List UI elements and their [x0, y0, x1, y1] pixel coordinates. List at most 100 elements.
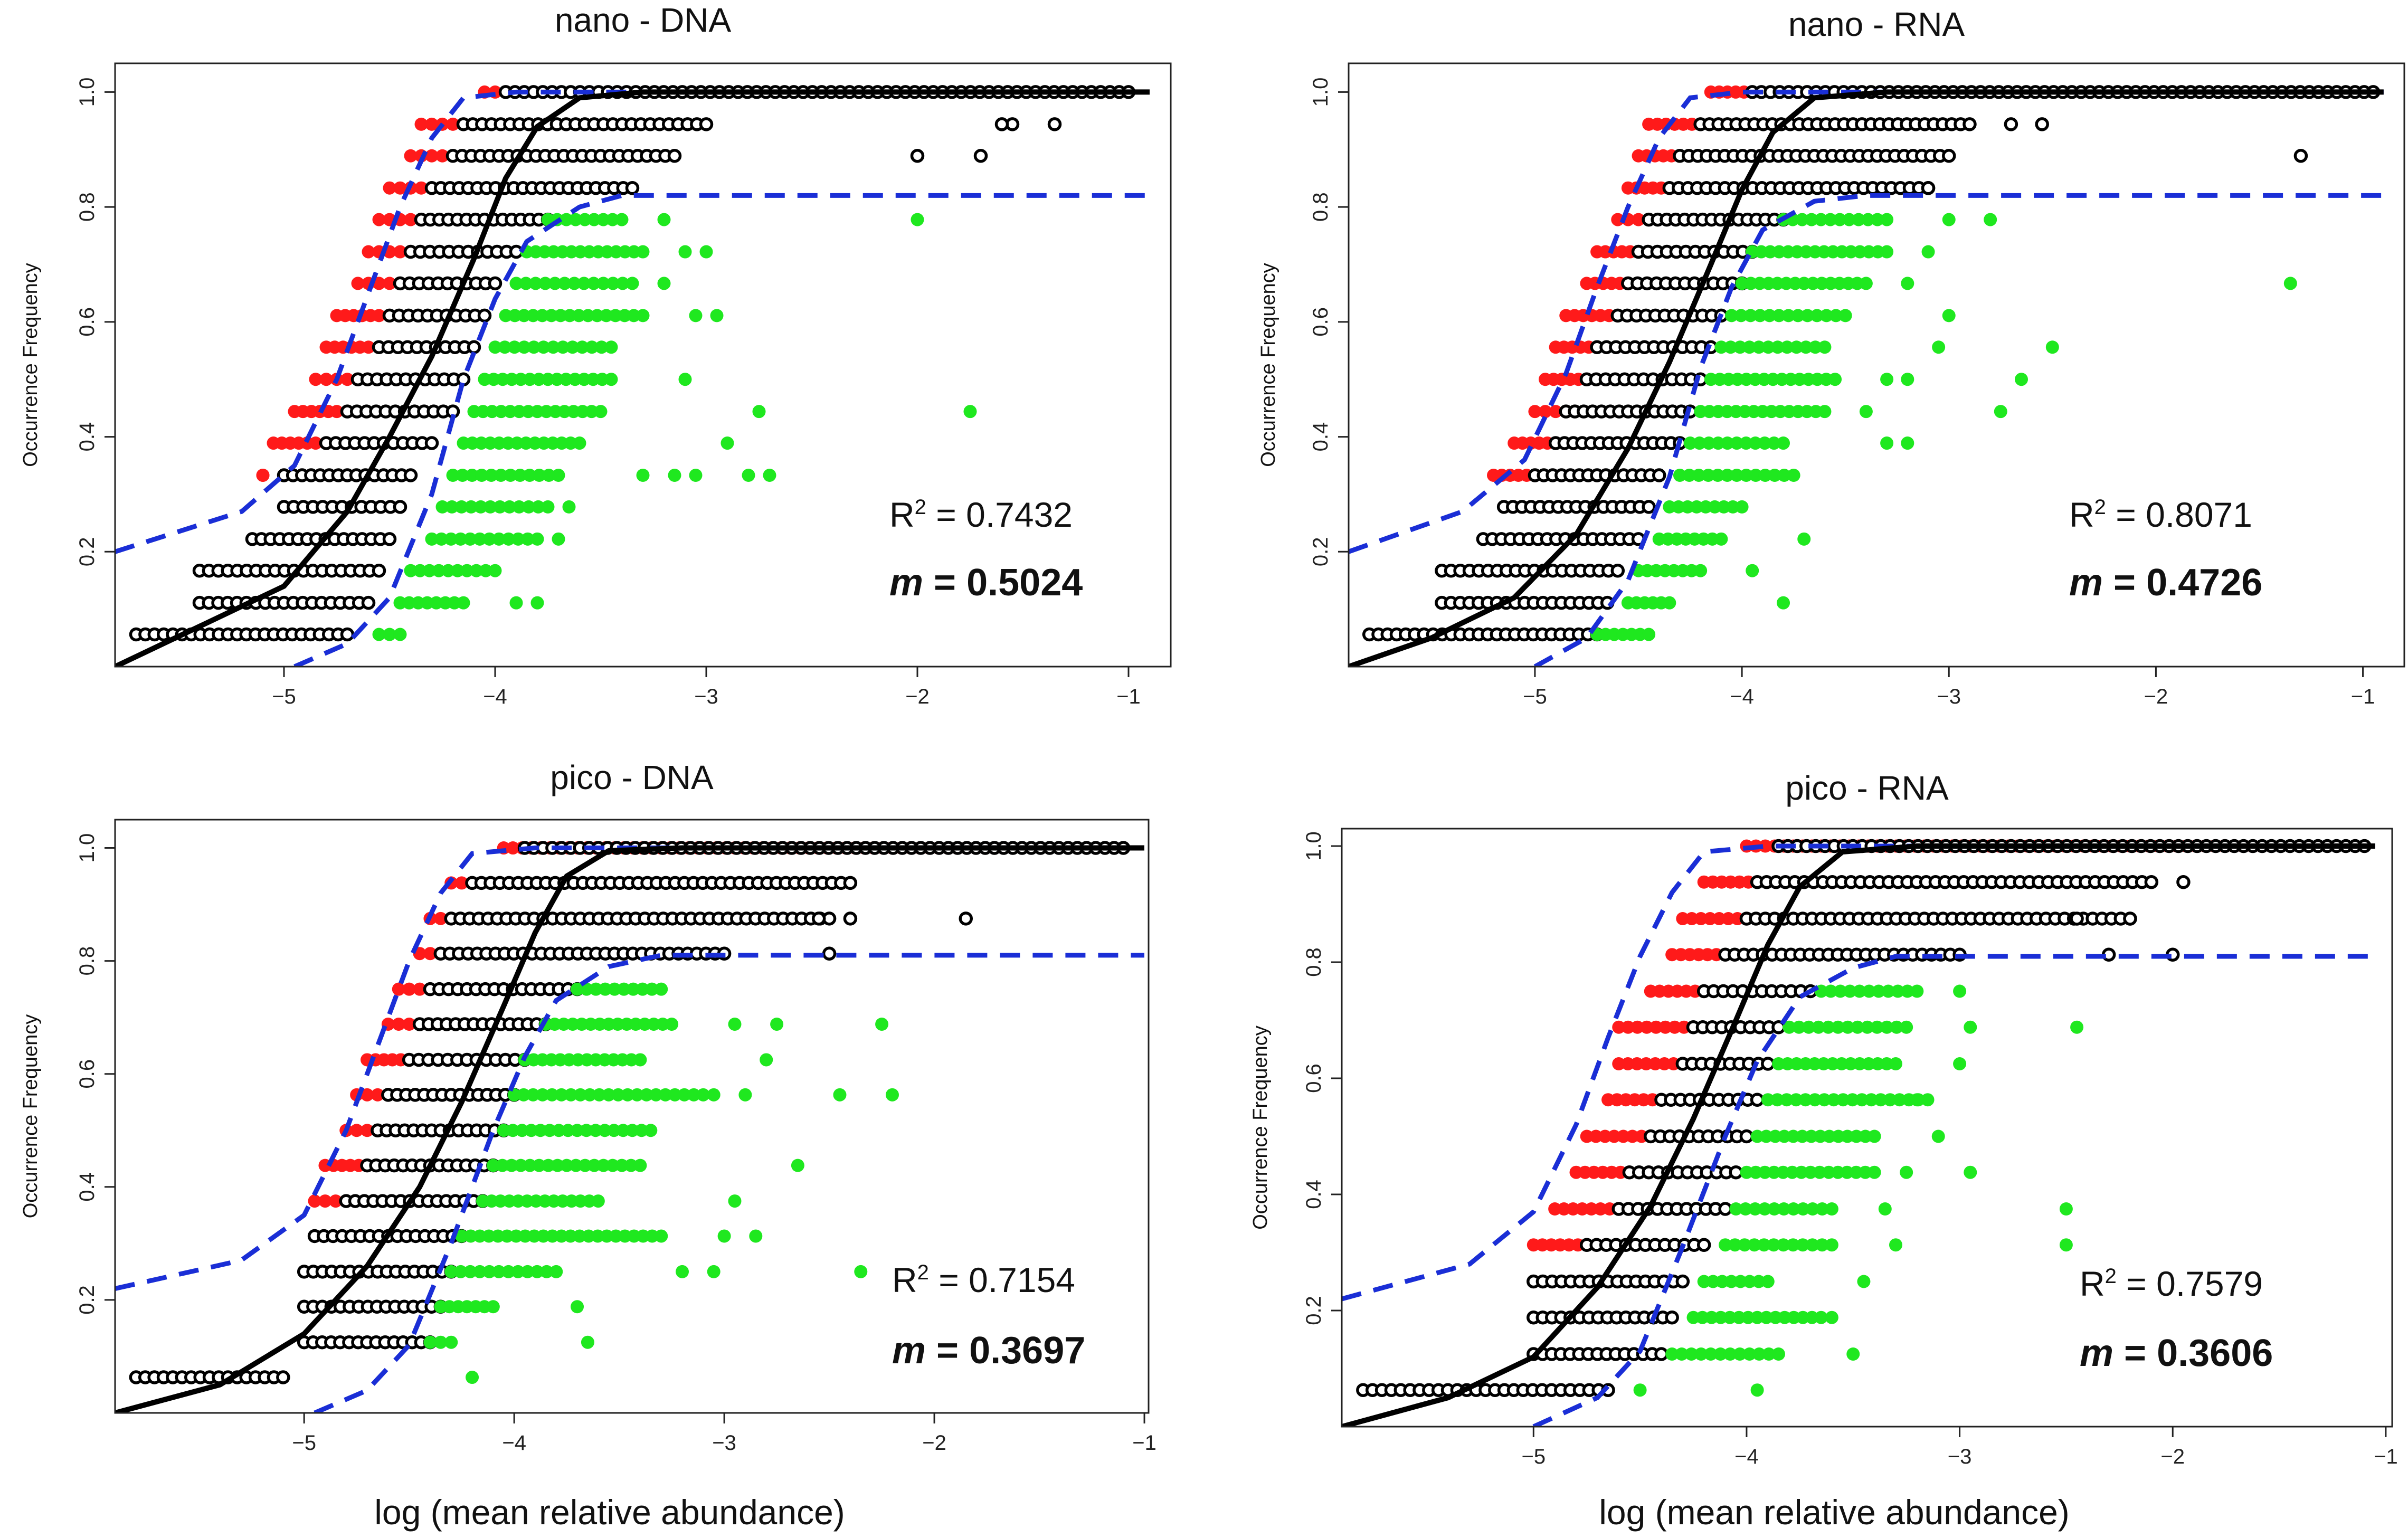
point-below	[557, 405, 571, 419]
point-above	[1548, 1202, 1562, 1216]
point-below	[515, 1124, 529, 1137]
y-tick-label: 0.8	[75, 946, 99, 976]
point-above	[1621, 1057, 1635, 1070]
point-below	[1714, 1311, 1728, 1324]
point-below	[1750, 1311, 1764, 1324]
point-within	[424, 436, 439, 450]
point-below	[444, 1265, 458, 1278]
point-above	[361, 1124, 374, 1137]
point-below	[1776, 1165, 1790, 1179]
neutral-fit-curve	[1342, 843, 2375, 1427]
point-within	[1761, 1057, 1775, 1071]
point-below	[393, 596, 407, 610]
point-below	[1817, 1093, 1831, 1107]
y-tick-label: 0.2	[1309, 537, 1332, 566]
point-below	[1883, 1093, 1897, 1107]
point-below	[580, 1124, 593, 1137]
point-within	[2293, 149, 2308, 163]
point-below	[576, 405, 590, 419]
point-below	[485, 405, 499, 419]
point-below	[550, 373, 564, 386]
point-above	[1549, 405, 1562, 419]
point-below	[596, 1159, 610, 1172]
point-below	[460, 564, 474, 577]
point-below	[484, 500, 497, 514]
point-below	[583, 1088, 596, 1102]
point-above	[414, 117, 428, 131]
point-below	[659, 1088, 672, 1102]
point-below	[1825, 1202, 1838, 1216]
point-above	[1703, 912, 1717, 925]
point-below	[604, 340, 618, 354]
point-within	[361, 595, 376, 610]
point-below	[1714, 340, 1728, 354]
point-below	[466, 1371, 479, 1384]
r-superscript: 2	[915, 496, 926, 519]
point-below	[1842, 213, 1856, 226]
point-below	[1730, 469, 1743, 482]
point-below	[2059, 1202, 2073, 1216]
point-below	[1694, 1347, 1708, 1361]
point-below	[1633, 1383, 1647, 1397]
point-above	[425, 117, 439, 131]
ci-upper-curve	[115, 89, 1150, 554]
point-below	[1795, 213, 1809, 226]
x-tick-label: −2	[905, 685, 930, 708]
point-above	[1589, 1129, 1603, 1143]
point-below	[687, 1088, 700, 1102]
point-below	[585, 405, 599, 419]
point-below	[551, 1159, 564, 1172]
point-below	[640, 1088, 653, 1102]
point-below	[885, 1088, 899, 1102]
point-below	[1741, 1311, 1755, 1324]
point-below	[1824, 213, 1837, 226]
point-below	[689, 309, 703, 322]
point-above	[1612, 1020, 1626, 1034]
point-below	[1778, 1311, 1791, 1324]
point-below	[1758, 1202, 1771, 1216]
point-below	[513, 469, 527, 482]
r-superscript: 2	[917, 1261, 929, 1284]
point-below	[1749, 1165, 1762, 1179]
point-below	[1825, 1311, 1838, 1324]
y-axis-title: Occurrence Frequency	[1257, 263, 1279, 467]
point-below	[1861, 213, 1875, 226]
point-below	[1761, 1093, 1775, 1107]
point-below	[1719, 1238, 1732, 1252]
point-within	[625, 181, 640, 195]
point-below	[1675, 1347, 1689, 1361]
point-below	[479, 564, 492, 577]
point-below	[1724, 340, 1738, 354]
point-below	[1739, 436, 1753, 450]
point-above	[1657, 1057, 1671, 1070]
point-below	[1665, 1347, 1679, 1361]
point-below	[463, 1265, 477, 1278]
point-above	[362, 245, 375, 259]
point-below	[1808, 1093, 1822, 1107]
point-within	[1750, 1093, 1765, 1107]
point-below	[558, 277, 572, 290]
point-below	[1812, 1020, 1825, 1034]
y-tick-label: 1.0	[75, 78, 99, 107]
point-below	[1733, 340, 1747, 354]
point-below	[1850, 1165, 1863, 1179]
point-below	[561, 1124, 575, 1137]
point-below	[473, 532, 487, 546]
point-below	[1750, 1383, 1764, 1397]
point-below	[1757, 1238, 1771, 1252]
point-below	[1859, 1165, 1872, 1179]
point-below	[504, 405, 517, 419]
point-below	[1758, 436, 1771, 450]
point-below	[1853, 984, 1866, 998]
point-below	[456, 469, 469, 482]
point-below	[543, 1124, 556, 1137]
point-below	[454, 500, 468, 514]
point-below	[668, 469, 681, 482]
point-below	[911, 213, 924, 226]
point-below	[649, 1088, 663, 1102]
point-below	[1694, 564, 1708, 577]
point-within	[843, 876, 858, 890]
point-below	[454, 1265, 468, 1278]
point-below	[509, 596, 523, 610]
point-within	[1610, 563, 1625, 578]
